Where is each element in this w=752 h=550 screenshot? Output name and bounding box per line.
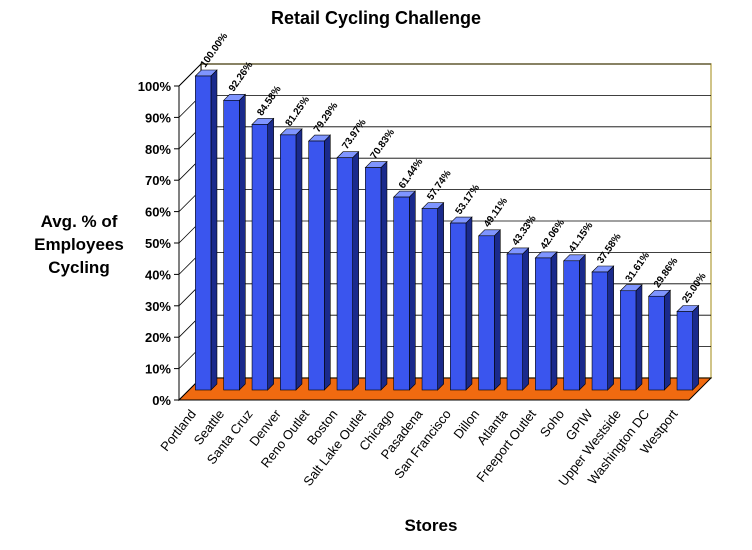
bar — [647, 289, 672, 391]
bar-side — [210, 69, 218, 391]
bar — [449, 216, 473, 391]
bar — [591, 265, 615, 391]
bar — [676, 304, 700, 391]
bar-front — [450, 222, 467, 391]
bar-side — [267, 117, 274, 391]
bar-side — [295, 128, 303, 391]
chart-title: Retail Cycling Challenge — [270, 8, 482, 28]
bar-front — [421, 208, 438, 391]
y-tick-label: 100% — [138, 79, 172, 94]
bar — [222, 93, 247, 391]
bar-front — [648, 295, 665, 391]
bar-side — [437, 201, 444, 391]
bar — [251, 117, 275, 391]
bar-front — [393, 196, 410, 391]
bar-front — [336, 157, 353, 391]
y-tick-label: 70% — [145, 173, 171, 188]
bar-front — [506, 253, 523, 391]
bar-side — [238, 93, 246, 391]
bar — [506, 247, 530, 391]
bar-front — [535, 257, 552, 391]
bar — [336, 151, 360, 391]
bar — [534, 251, 558, 391]
bar-front — [676, 311, 693, 391]
bar-side — [550, 251, 558, 391]
bar-side — [692, 304, 699, 391]
bar-front — [563, 260, 580, 391]
bar — [279, 128, 303, 391]
bar-side — [607, 265, 614, 391]
bar-side — [408, 190, 416, 391]
y-tick-label: 60% — [145, 205, 171, 220]
bar-front — [280, 134, 297, 391]
bar — [477, 229, 502, 391]
y-tick-label: 40% — [145, 267, 171, 282]
y-tick-label: 50% — [145, 236, 171, 251]
bar-side — [493, 229, 501, 391]
y-tick-label: 90% — [145, 110, 171, 125]
y-tick-label: 0% — [152, 393, 171, 408]
bar — [619, 284, 643, 391]
bar-front — [478, 235, 495, 391]
bar-front — [251, 124, 268, 391]
bar-side — [522, 247, 529, 391]
bar-front — [365, 167, 382, 391]
x-tick-label: Portland — [157, 407, 199, 454]
bar-side — [323, 134, 331, 391]
bar — [392, 190, 417, 391]
bar-front — [620, 290, 637, 391]
x-axis-label: Stores — [404, 516, 458, 535]
bar — [194, 69, 218, 391]
bar-front — [195, 75, 212, 391]
y-axis: 0% 10% 20% 30% 40% 50% 60% 70% 80% 90% 100% — [138, 79, 172, 408]
bar — [421, 201, 445, 391]
y-tick-label: 20% — [145, 330, 171, 345]
bar-front — [308, 140, 325, 391]
bar-side — [635, 284, 643, 391]
bar-front — [223, 100, 240, 391]
gridline-side — [178, 63, 202, 87]
bar-front — [591, 271, 608, 391]
y-axis-label: Avg. % of Employees Cycling — [34, 212, 124, 277]
bar — [364, 160, 388, 391]
y-tick-label: 30% — [145, 299, 171, 314]
bar-side — [578, 254, 586, 391]
y-tick-label: 80% — [145, 142, 171, 157]
bar-side — [663, 289, 671, 391]
y-tick-label: 10% — [145, 362, 171, 377]
bar — [562, 254, 587, 391]
bar-side — [380, 160, 388, 391]
bar — [307, 134, 332, 391]
bar-side — [465, 216, 473, 391]
bars — [194, 69, 700, 391]
bar-side — [352, 151, 359, 391]
